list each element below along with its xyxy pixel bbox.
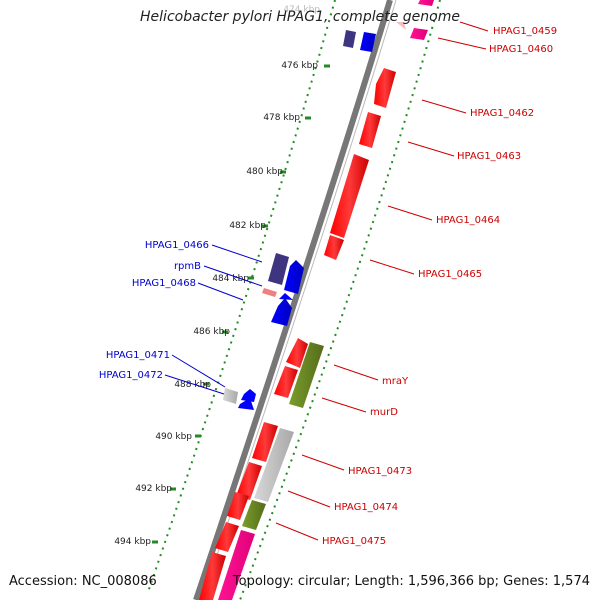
gene-feature xyxy=(227,492,249,520)
gene-feature xyxy=(252,422,278,462)
kbp-label: 476 kbp xyxy=(281,61,318,71)
forward-strand-features xyxy=(199,0,434,600)
gene-feature xyxy=(215,522,239,552)
kbp-label: 494 kbp xyxy=(114,537,151,547)
gene-feature xyxy=(218,530,255,600)
gene-feature xyxy=(236,462,262,500)
gene-feature xyxy=(286,338,308,368)
gene-feature xyxy=(330,154,369,238)
kbp-label: 482 kbp xyxy=(229,221,266,231)
gene-feature xyxy=(254,428,294,502)
gene-label: HPAG1_0464 xyxy=(436,215,500,226)
right-gene-labels: HPAG1_0459 HPAG1_0460 HPAG1_0462 HPAG1_0… xyxy=(322,26,557,547)
gene-label: mraY xyxy=(382,376,409,387)
gene-label: HPAG1_0472 xyxy=(99,370,163,381)
gene-feature xyxy=(343,30,356,48)
kbp-label: 490 kbp xyxy=(155,432,192,442)
kbp-label: 492 kbp xyxy=(135,484,172,494)
gene-feature xyxy=(238,398,254,410)
kbp-major-ticks xyxy=(152,64,330,544)
gene-feature xyxy=(410,28,428,40)
gene-feature xyxy=(242,500,266,530)
genome-summary-text: Topology: circular; Length: 1,596,366 bp… xyxy=(232,574,590,589)
gene-label: HPAG1_0465 xyxy=(418,269,482,280)
gene-feature xyxy=(360,32,376,52)
gene-label: HPAG1_0474 xyxy=(334,502,398,513)
accession-text: Accession: NC_008086 xyxy=(9,574,157,589)
gene-label: HPAG1_0463 xyxy=(457,151,521,162)
kbp-ticks-left xyxy=(147,0,336,593)
map-title: Helicobacter pylori HPAG1, complete geno… xyxy=(140,9,460,25)
kbp-label: 480 kbp xyxy=(246,167,283,177)
gene-feature xyxy=(289,342,324,408)
gene-label: HPAG1_0462 xyxy=(470,108,534,119)
kbp-label: 486 kbp xyxy=(193,327,230,337)
gene-feature xyxy=(359,112,381,148)
gene-feature xyxy=(279,293,293,300)
gene-label: HPAG1_0459 xyxy=(493,26,557,37)
gene-feature xyxy=(274,366,298,398)
kbp-labels: 474 kbp 476 kbp 478 kbp 480 kbp 482 kbp … xyxy=(114,5,320,547)
gene-feature xyxy=(199,552,226,600)
kbp-label: 474 kbp xyxy=(283,5,320,15)
reverse-strand-features xyxy=(223,22,406,410)
left-gene-labels: HPAG1_0466 rpmB HPAG1_0468 HPAG1_0471 HP… xyxy=(99,240,209,381)
gene-feature xyxy=(396,22,406,30)
gene-label: murD xyxy=(370,407,398,418)
gene-feature xyxy=(241,389,256,402)
gene-feature xyxy=(284,260,304,294)
gene-feature xyxy=(374,68,396,108)
gene-feature xyxy=(418,0,434,6)
gene-label: HPAG1_0468 xyxy=(132,278,196,289)
gene-label: rpmB xyxy=(174,261,201,272)
gene-feature xyxy=(324,235,344,260)
gene-label: HPAG1_0466 xyxy=(145,240,209,251)
kbp-label: 484 kbp xyxy=(212,274,249,284)
kbp-label: 488 kbp xyxy=(174,380,211,390)
kbp-label: 478 kbp xyxy=(263,113,300,123)
gene-label: HPAG1_0460 xyxy=(489,44,553,55)
gene-feature xyxy=(271,298,292,326)
right-leader-lines xyxy=(275,21,489,541)
gene-label: HPAG1_0473 xyxy=(348,466,412,477)
gene-label: HPAG1_0471 xyxy=(106,350,170,361)
gene-feature xyxy=(268,253,289,285)
gene-feature xyxy=(262,288,277,297)
track-ticks-right xyxy=(239,0,441,600)
gene-feature xyxy=(223,388,238,404)
left-leader-lines xyxy=(164,244,263,395)
gene-label: HPAG1_0475 xyxy=(322,536,386,547)
